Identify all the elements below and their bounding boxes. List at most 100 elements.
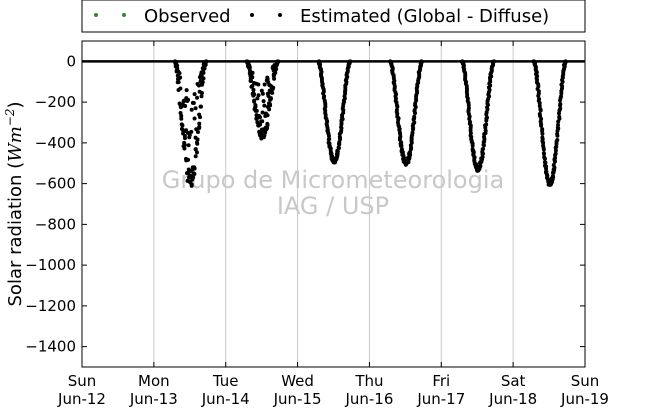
data-point	[180, 123, 185, 128]
legend: Observed Estimated (Global - Diffuse)	[81, 0, 586, 33]
data-point	[200, 80, 205, 85]
data-point	[250, 70, 255, 75]
data-point	[255, 96, 260, 101]
data-point	[481, 147, 486, 152]
data-point	[558, 101, 563, 106]
data-point	[537, 104, 542, 109]
data-point	[336, 145, 341, 150]
data-point	[260, 110, 265, 115]
data-point	[538, 108, 543, 113]
data-point	[194, 150, 199, 155]
data-point	[327, 136, 332, 141]
data-point	[198, 115, 203, 120]
data-point	[195, 141, 200, 146]
data-point	[470, 143, 475, 148]
data-point	[186, 157, 191, 162]
y-axis-label-unit: Wm	[5, 126, 26, 162]
x-tick-label-day: Wed	[281, 372, 314, 390]
data-point	[179, 116, 184, 121]
x-tick-label-day: Thu	[354, 372, 383, 390]
data-point	[186, 143, 191, 148]
data-point	[254, 108, 259, 113]
x-tick-label-date: Jun-18	[488, 390, 537, 408]
data-point	[556, 122, 561, 127]
data-point	[542, 156, 547, 161]
data-point	[483, 128, 488, 133]
y-tick-label: −200	[35, 93, 76, 111]
y-axis-label: Solar radiation (Wm−2)	[3, 101, 26, 306]
data-point	[193, 147, 198, 152]
data-point	[192, 166, 197, 171]
data-point	[187, 173, 192, 178]
data-point	[183, 103, 188, 108]
x-tick-label-day: Sat	[501, 372, 526, 390]
x-tick-label-date: Jun-13	[129, 390, 178, 408]
data-point	[258, 115, 263, 120]
data-point	[466, 103, 471, 108]
data-point	[544, 166, 549, 171]
data-point	[271, 85, 276, 90]
data-point	[272, 76, 277, 81]
data-point	[540, 131, 545, 136]
data-point	[544, 170, 549, 175]
y-axis-label-exponent: −2	[3, 109, 17, 127]
data-point	[199, 94, 204, 99]
data-point	[265, 77, 270, 82]
legend-observed-marker-2	[122, 13, 126, 17]
x-tick-label-date: Jun-15	[273, 390, 322, 408]
data-point	[482, 134, 487, 139]
data-point	[177, 71, 182, 76]
data-point	[554, 144, 559, 149]
grid-lines	[153, 41, 514, 367]
data-point	[541, 147, 546, 152]
data-point	[259, 88, 264, 93]
data-point	[270, 90, 275, 95]
x-tick-label-day: Sun	[571, 372, 600, 390]
data-point	[248, 78, 253, 83]
data-point	[195, 95, 200, 100]
data-point	[178, 75, 183, 80]
watermark-line-2: IAG / USP	[277, 192, 389, 220]
data-point	[410, 130, 415, 135]
data-point	[268, 103, 273, 108]
data-point	[260, 119, 265, 124]
x-tick-label-date: Jun-12	[57, 390, 106, 408]
y-tick-label: −1000	[25, 256, 76, 274]
data-point	[265, 113, 270, 118]
data-point	[255, 120, 260, 125]
data-point	[252, 92, 257, 97]
x-tick-label-day: Mon	[138, 372, 170, 390]
y-tick-label: −800	[35, 215, 76, 233]
x-tick-label-day: Sun	[68, 372, 97, 390]
data-point	[256, 82, 261, 87]
data-point	[184, 88, 189, 93]
data-point	[551, 163, 556, 168]
data-point	[335, 149, 340, 154]
data-point	[253, 104, 258, 109]
legend-frame	[81, 0, 586, 33]
data-point	[256, 93, 261, 98]
data-point	[193, 154, 198, 159]
data-point	[197, 121, 202, 126]
data-point	[189, 107, 194, 112]
data-point	[261, 99, 266, 104]
data-point	[247, 65, 252, 70]
data-point	[553, 148, 558, 153]
data-point	[193, 106, 198, 111]
data-point	[412, 114, 417, 119]
data-point	[326, 133, 331, 138]
data-point	[192, 116, 197, 121]
legend-observed-marker-1	[94, 13, 98, 17]
data-point	[260, 91, 265, 96]
data-point	[485, 115, 490, 120]
data-point	[186, 97, 191, 102]
data-point	[477, 164, 482, 169]
data-point	[559, 94, 564, 99]
data-point	[192, 171, 197, 176]
data-point	[539, 123, 544, 128]
y-tick-label: −1200	[25, 297, 76, 315]
data-point	[251, 87, 256, 92]
data-point	[191, 175, 196, 180]
data-point	[196, 83, 201, 88]
data-point	[399, 143, 404, 148]
